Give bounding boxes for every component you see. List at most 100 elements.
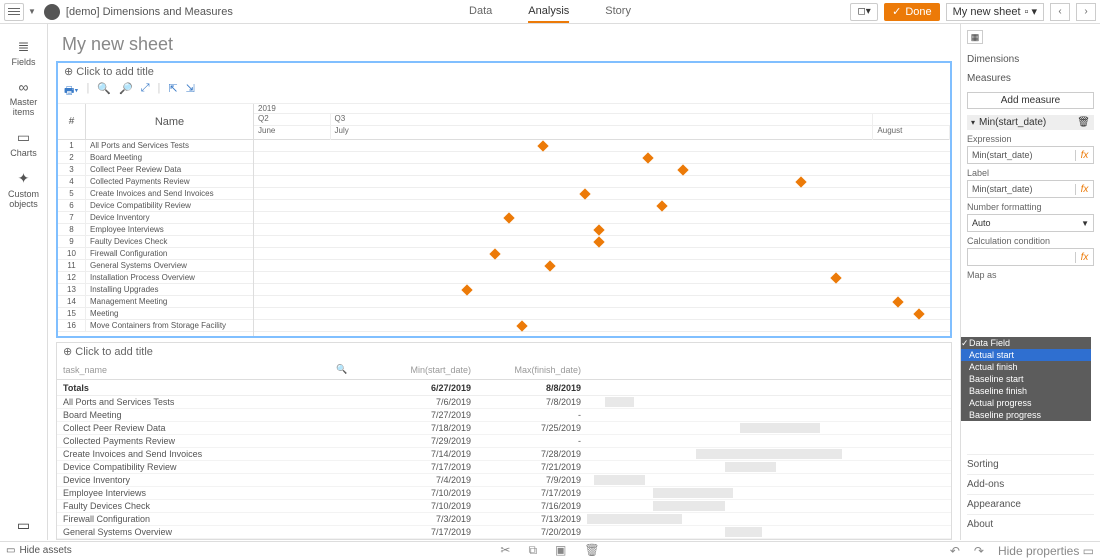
gantt-task-row[interactable]: 3Collect Peer Review Data (58, 164, 253, 176)
milestone-diamond[interactable] (538, 140, 549, 151)
nav-fields[interactable]: ≣Fields (0, 32, 47, 73)
milestone-diamond[interactable] (893, 296, 904, 307)
data-table[interactable]: ⊕ Click to add title task_name 🔍 Min(sta… (56, 342, 952, 540)
table-row[interactable]: Create Invoices and Send Invoices7/14/20… (57, 448, 951, 461)
milestone-diamond[interactable] (656, 200, 667, 211)
dropdown-option[interactable]: Data Field (961, 337, 1091, 349)
sheet-selector[interactable]: My new sheet ▫ ▾ (946, 3, 1044, 21)
tab-data[interactable]: Data (469, 1, 492, 23)
gantt-task-row[interactable]: 5Create Invoices and Send Invoices (58, 188, 253, 200)
dropdown-option[interactable]: Baseline finish (961, 385, 1091, 397)
milestone-diamond[interactable] (677, 164, 688, 175)
gantt-chart[interactable]: ⊕ Click to add title 🖶▾ | 🔍 🔎 ⤢ | ⇱ ⇲ # … (56, 61, 952, 338)
fit-icon[interactable]: ⤢ (141, 82, 150, 101)
addons-section[interactable]: Add-ons (967, 474, 1094, 494)
milestone-diamond[interactable] (489, 248, 500, 259)
gantt-task-row[interactable]: 4Collected Payments Review (58, 176, 253, 188)
table-row[interactable]: General Systems Overview7/17/20197/20/20… (57, 526, 951, 539)
dropdown-option[interactable]: Actual progress (961, 397, 1091, 409)
milestone-diamond[interactable] (830, 272, 841, 283)
tab-analysis[interactable]: Analysis (528, 1, 569, 23)
fx-icon[interactable]: fx (1075, 150, 1093, 161)
nav-bottom-icon[interactable]: ▭ (11, 511, 36, 540)
gantt-task-row[interactable]: 11General Systems Overview (58, 260, 253, 272)
gantt-task-row[interactable]: 14Management Meeting (58, 296, 253, 308)
gantt-task-row[interactable]: 1All Ports and Services Tests (58, 140, 253, 152)
zoom-out-icon[interactable]: 🔎 (119, 82, 133, 101)
table-row[interactable]: Device Compatibility Review7/17/20197/21… (57, 461, 951, 474)
milestone-diamond[interactable] (593, 224, 604, 235)
sheet-title[interactable]: My new sheet (48, 24, 960, 61)
done-button[interactable]: ✓ Done (884, 3, 940, 21)
milestone-diamond[interactable] (914, 308, 925, 319)
measure-item[interactable]: ▾ Min(start_date) 🗑 (967, 115, 1094, 130)
dimensions-section[interactable]: Dimensions (967, 54, 1094, 65)
milestone-diamond[interactable] (579, 188, 590, 199)
fx-icon[interactable]: fx (1075, 252, 1093, 263)
nav-master-items[interactable]: ∞Master items (0, 73, 47, 123)
th-search[interactable]: 🔍 (317, 364, 367, 375)
add-measure-button[interactable]: Add measure (967, 92, 1094, 109)
print-icon[interactable]: 🖶▾ (64, 82, 78, 101)
measures-section[interactable]: Measures (967, 73, 1094, 84)
table-title[interactable]: ⊕ Click to add title (57, 343, 951, 360)
redo-icon[interactable]: ↷ (974, 544, 984, 558)
table-row[interactable]: All Ports and Services Tests7/6/20197/8/… (57, 396, 951, 409)
delete-icon[interactable]: 🗑 (1077, 117, 1090, 128)
table-row[interactable]: Employee Interviews7/10/20197/17/2019 (57, 487, 951, 500)
gantt-task-row[interactable]: 8Employee Interviews (58, 224, 253, 236)
prev-sheet-button[interactable]: ‹ (1050, 3, 1070, 21)
dropdown-option[interactable]: Actual start (961, 349, 1091, 361)
map-as-dropdown[interactable]: Data FieldActual startActual finishBasel… (961, 337, 1091, 421)
collapse-icon[interactable]: ⇲ (186, 82, 195, 101)
gantt-task-row[interactable]: 9Faulty Devices Check (58, 236, 253, 248)
gantt-title[interactable]: ⊕ Click to add title (58, 63, 950, 80)
fx-icon[interactable]: fx (1075, 184, 1093, 195)
nav-custom-objects[interactable]: ✦Custom objects (0, 164, 47, 215)
expand-icon[interactable]: ⇱ (168, 82, 177, 101)
milestone-diamond[interactable] (642, 152, 653, 163)
gantt-task-row[interactable]: 10Firewall Configuration (58, 248, 253, 260)
number-format-select[interactable]: Auto▼ (967, 214, 1094, 232)
hide-properties-button[interactable]: Hide properties ▭ (998, 544, 1094, 558)
table-row[interactable]: Collect Peer Review Data7/18/20197/25/20… (57, 422, 951, 435)
milestone-diamond[interactable] (461, 284, 472, 295)
gantt-task-row[interactable]: 6Device Compatibility Review (58, 200, 253, 212)
milestone-diamond[interactable] (517, 320, 528, 331)
gantt-task-row[interactable]: 12Installation Process Overview (58, 272, 253, 284)
dropdown-option[interactable]: Baseline start (961, 373, 1091, 385)
undo-icon[interactable]: ↶ (950, 544, 960, 558)
gantt-timeline[interactable]: 2019 Q2 Q3 JuneJulyAugust (254, 104, 950, 336)
table-row[interactable]: Collected Payments Review7/29/2019- (57, 435, 951, 448)
table-row[interactable]: Device Inventory7/4/20197/9/2019 (57, 474, 951, 487)
label-input[interactable]: Min(start_date)fx (967, 180, 1094, 198)
dropdown-option[interactable]: Actual finish (961, 361, 1091, 373)
table-row[interactable]: Faulty Devices Check7/10/20197/16/2019 (57, 500, 951, 513)
sorting-section[interactable]: Sorting (967, 454, 1094, 474)
appearance-section[interactable]: Appearance (967, 494, 1094, 514)
gantt-task-row[interactable]: 16Move Containers from Storage Facility (58, 320, 253, 332)
nav-charts[interactable]: ▭Charts (0, 123, 47, 164)
milestone-diamond[interactable] (545, 260, 556, 271)
table-view-icon[interactable]: ▦ (967, 30, 983, 44)
next-sheet-button[interactable]: › (1076, 3, 1096, 21)
gantt-task-row[interactable]: 7Device Inventory (58, 212, 253, 224)
copy-icon[interactable]: ⧉ (528, 543, 537, 558)
expression-input[interactable]: Min(start_date)fx (967, 146, 1094, 164)
bookmark-button[interactable]: ◻▾ (850, 3, 878, 21)
gantt-task-row[interactable]: 15Meeting (58, 308, 253, 320)
gantt-task-row[interactable]: 13Installing Upgrades (58, 284, 253, 296)
menu-dropdown-caret[interactable]: ▼ (28, 7, 36, 16)
milestone-diamond[interactable] (593, 236, 604, 247)
milestone-diamond[interactable] (795, 176, 806, 187)
calc-condition-input[interactable]: fx (967, 248, 1094, 266)
dropdown-option[interactable]: Baseline progress (961, 409, 1091, 421)
table-row[interactable]: Board Meeting7/27/2019- (57, 409, 951, 422)
zoom-in-icon[interactable]: 🔍 (97, 82, 111, 101)
tab-story[interactable]: Story (605, 1, 631, 23)
about-section[interactable]: About (967, 514, 1094, 534)
paste-icon[interactable]: ▣ (555, 543, 566, 558)
delete-icon[interactable]: 🗑 (584, 543, 599, 558)
table-row[interactable]: Firewall Configuration7/3/20197/13/2019 (57, 513, 951, 526)
menu-button[interactable] (4, 3, 24, 21)
